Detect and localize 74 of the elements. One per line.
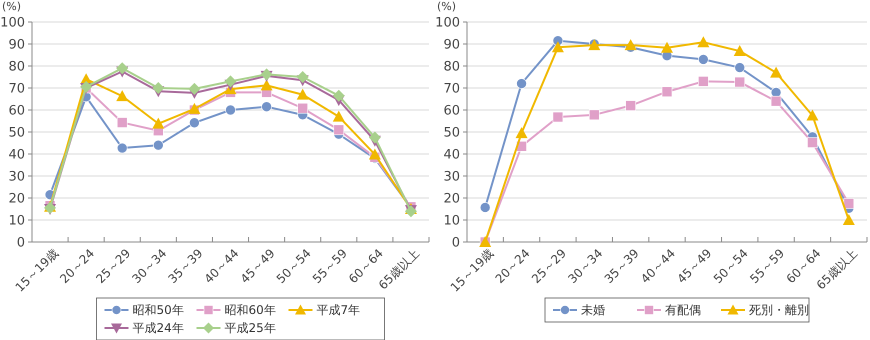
point [625, 100, 636, 111]
legend-label: 平成25年 [224, 321, 276, 336]
y-tick-label: 100 [435, 16, 460, 31]
legend-label: 死別・離別 [749, 303, 809, 318]
point [480, 202, 490, 213]
point [807, 137, 818, 148]
point [770, 66, 782, 78]
y-tick-label: 10 [8, 214, 25, 229]
point [188, 82, 200, 95]
point [368, 148, 381, 160]
y-tick-label: 100 [0, 16, 25, 31]
point [260, 79, 273, 90]
y-tick-label: 20 [443, 192, 460, 207]
point [770, 96, 782, 106]
point [552, 112, 564, 122]
y-tick-label: 30 [443, 170, 460, 185]
point [153, 140, 164, 150]
point [588, 110, 600, 120]
y-tick-label: 70 [443, 82, 460, 97]
point [516, 78, 527, 89]
legend-label: 未婚 [581, 303, 605, 318]
y-tick-label: 50 [8, 126, 25, 141]
point [552, 41, 564, 52]
point [698, 76, 709, 87]
legend-label: 平成7年 [316, 303, 360, 318]
point [662, 86, 672, 98]
legend-label: 有配偶 [665, 303, 701, 318]
y-tick-label: 60 [8, 104, 25, 119]
point [842, 214, 855, 225]
point [734, 76, 746, 88]
point [189, 117, 200, 128]
y-tick-label: 90 [8, 38, 25, 53]
point [116, 142, 128, 154]
point [116, 90, 128, 102]
y-axis-title: (%) [437, 0, 456, 13]
point [224, 75, 236, 88]
point [152, 82, 164, 94]
y-axis-title: (%) [2, 0, 22, 13]
y-tick-label: 90 [443, 38, 460, 53]
y-tick-label: 40 [8, 148, 25, 163]
point [297, 102, 308, 114]
legend-label: 平成24年 [132, 321, 184, 336]
point [296, 71, 309, 83]
point [260, 68, 273, 80]
point [698, 54, 709, 65]
y-tick-label: 10 [443, 214, 460, 229]
point [734, 62, 746, 73]
point [844, 198, 854, 209]
y-tick-label: 50 [443, 126, 460, 141]
point [332, 110, 345, 122]
point [333, 124, 344, 136]
point [516, 127, 528, 138]
y-tick-label: 20 [8, 192, 25, 207]
point [152, 118, 164, 129]
y-tick-label: 60 [443, 104, 460, 119]
point [261, 101, 272, 112]
point [806, 110, 818, 120]
y-tick-label: 80 [443, 60, 460, 75]
point [734, 45, 746, 56]
y-tick-label: 40 [443, 148, 460, 163]
point [332, 90, 345, 102]
point [225, 104, 236, 116]
point [624, 39, 637, 50]
y-tick-label: 80 [8, 60, 25, 75]
point [368, 132, 381, 144]
y-tick-label: 30 [8, 170, 25, 185]
y-tick-label: 70 [8, 82, 25, 97]
point [661, 42, 673, 53]
legend-label: 昭和60年 [224, 303, 276, 318]
legend-label: 昭和50年 [132, 303, 184, 318]
point [116, 117, 128, 128]
point [296, 88, 309, 100]
point [116, 62, 128, 74]
point [697, 36, 710, 48]
